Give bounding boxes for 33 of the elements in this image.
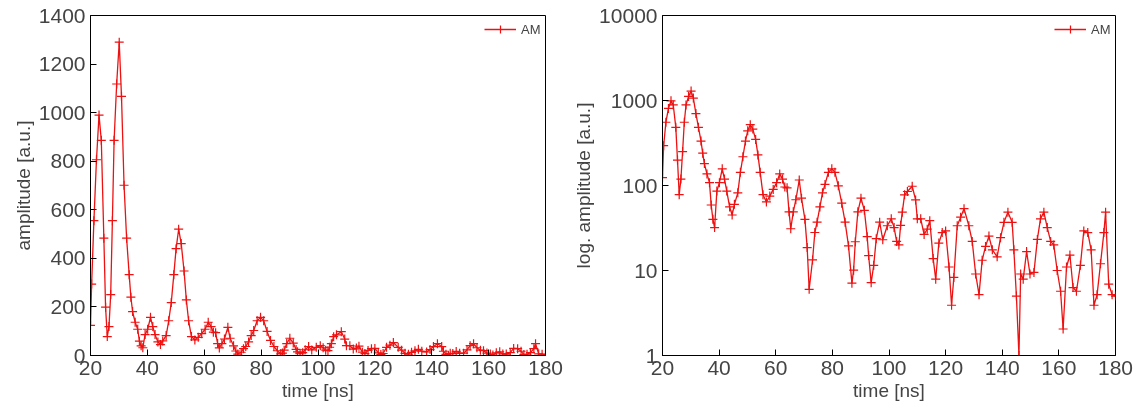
y-axis-title: amplitude [a.u.] — [12, 120, 34, 251]
x-tick-label: 80 — [249, 355, 273, 379]
y-tick-label: 100 — [622, 173, 658, 197]
y-tick-label: 1200 — [38, 52, 86, 76]
x-tick-label: 140 — [984, 355, 1020, 379]
y-axis-title: log. amplitude [a.u.] — [573, 102, 595, 269]
x-axis-title: time [ns] — [282, 379, 354, 401]
y-tick-label: 10 — [634, 258, 658, 282]
x-tick-label: 180 — [1097, 355, 1134, 379]
x-tick-label: 100 — [300, 355, 336, 379]
x-tick-label: 120 — [928, 355, 964, 379]
x-tick-label: 160 — [471, 355, 507, 379]
x-axis-title: time [ns] — [853, 379, 925, 401]
y-tick-label: 800 — [50, 149, 86, 173]
y-tick-label: 1000 — [38, 100, 86, 124]
y-tick-label: 600 — [50, 197, 86, 221]
x-tick-label: 40 — [135, 355, 160, 379]
x-tick-label: 120 — [357, 355, 393, 379]
x-tick-label: 160 — [1041, 355, 1077, 379]
x-tick-label: 80 — [820, 355, 845, 379]
y-tick-label: 400 — [50, 246, 86, 270]
y-tick-label: 1400 — [38, 3, 86, 27]
x-tick-label: 60 — [192, 355, 216, 379]
y-tick-label: 200 — [50, 294, 86, 318]
x-tick-label: 100 — [871, 355, 907, 379]
x-tick-label: 140 — [414, 355, 450, 379]
x-tick-label: 180 — [527, 355, 564, 379]
y-tick-label: 1000 — [610, 88, 658, 112]
x-tick-label: 60 — [764, 355, 788, 379]
legend-label: AM — [521, 21, 541, 37]
x-tick-label: 40 — [707, 355, 731, 379]
y-tick-label: 10000 — [599, 3, 658, 27]
legend-label: AM — [1091, 21, 1111, 37]
